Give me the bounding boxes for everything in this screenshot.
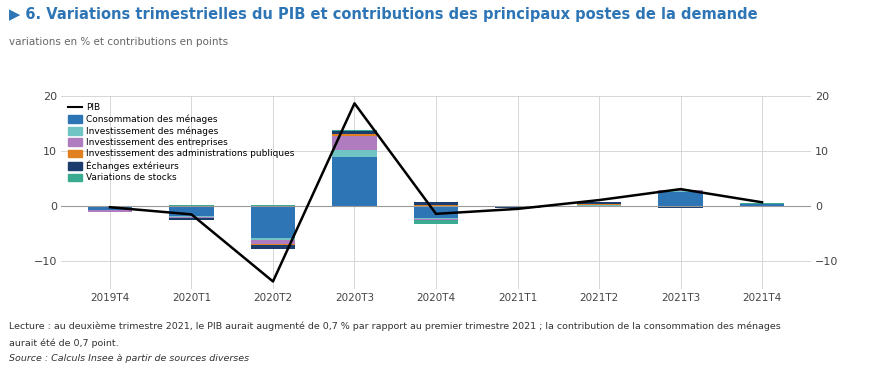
Bar bbox=[658, 206, 703, 208]
Bar bbox=[658, 191, 703, 192]
Bar bbox=[169, 216, 214, 218]
Bar bbox=[332, 130, 377, 131]
Bar bbox=[332, 150, 377, 157]
Legend: PIB, Consommation des ménages, Investissement des ménages, Investissement des en: PIB, Consommation des ménages, Investiss… bbox=[65, 101, 297, 185]
Bar bbox=[87, 206, 133, 210]
Bar bbox=[413, 219, 459, 221]
Text: variations en % et contributions en points: variations en % et contributions en poin… bbox=[9, 37, 228, 47]
Bar bbox=[250, 244, 296, 245]
Bar bbox=[576, 205, 622, 206]
Text: aurait été de 0,7 point.: aurait été de 0,7 point. bbox=[9, 339, 119, 348]
Bar bbox=[169, 218, 214, 220]
Bar bbox=[576, 202, 622, 205]
Bar bbox=[169, 206, 214, 216]
Bar bbox=[495, 207, 540, 208]
Bar bbox=[413, 206, 459, 218]
Bar bbox=[332, 136, 377, 150]
Text: ▶ 6. Variations trimestrielles du PIB et contributions des principaux postes de : ▶ 6. Variations trimestrielles du PIB et… bbox=[9, 7, 758, 23]
Bar bbox=[413, 202, 459, 205]
Bar bbox=[739, 203, 785, 204]
Bar bbox=[250, 245, 296, 249]
Bar bbox=[250, 238, 296, 240]
Bar bbox=[250, 205, 296, 206]
Bar bbox=[495, 206, 540, 207]
Bar bbox=[250, 206, 296, 238]
Bar bbox=[169, 205, 214, 206]
Bar bbox=[739, 204, 785, 206]
Bar bbox=[332, 131, 377, 134]
Bar bbox=[332, 134, 377, 136]
Bar bbox=[739, 206, 785, 207]
Text: Source : Calculs Insee à partir de sources diverses: Source : Calculs Insee à partir de sourc… bbox=[9, 354, 249, 363]
Bar bbox=[413, 205, 459, 206]
Bar bbox=[87, 210, 133, 212]
Bar bbox=[413, 221, 459, 224]
Bar bbox=[250, 240, 296, 244]
Text: Lecture : au deuxième trimestre 2021, le PIB aurait augmenté de 0,7 % par rappor: Lecture : au deuxième trimestre 2021, le… bbox=[9, 322, 780, 332]
Bar bbox=[413, 218, 459, 219]
Bar bbox=[658, 192, 703, 206]
Bar bbox=[332, 157, 377, 206]
